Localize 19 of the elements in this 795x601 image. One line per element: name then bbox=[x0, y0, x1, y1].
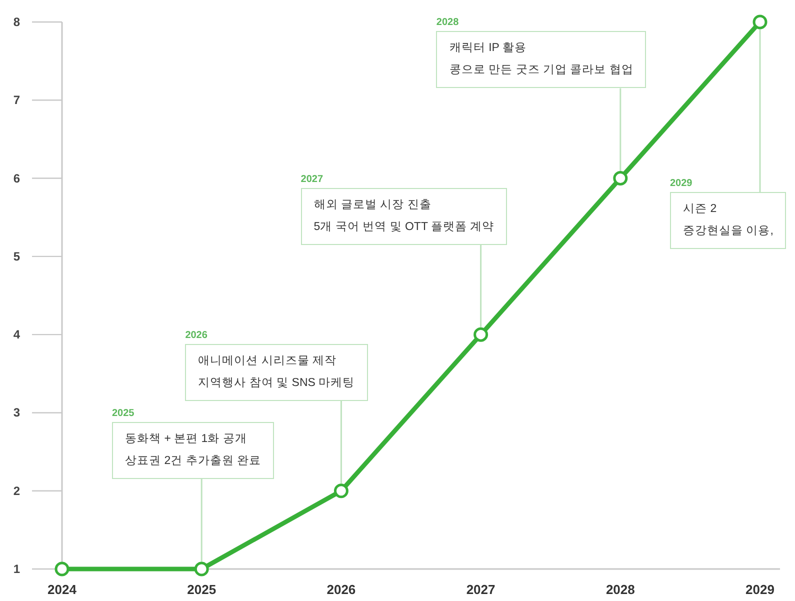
x-tick-label: 2025 bbox=[187, 582, 216, 597]
x-tick-label: 2029 bbox=[746, 582, 774, 597]
y-tick-label: 7 bbox=[13, 93, 20, 108]
y-tick-label: 2 bbox=[13, 484, 20, 498]
y-tick-label: 8 bbox=[13, 15, 20, 29]
annotation: 애니메이션 시리즈물 제작 지역행사 참여 및 SNS 마케팅 bbox=[185, 344, 368, 401]
y-tick-label: 5 bbox=[13, 249, 20, 264]
x-tick-label: 2027 bbox=[466, 582, 496, 597]
x-tick-label: 2026 bbox=[326, 582, 356, 597]
annotation: 시즌 2 증강현실을 이용, bbox=[670, 192, 786, 249]
annotation: 캐릭터 IP 활용 콩으로 만든 굿즈 기업 콜라보 협업 bbox=[436, 31, 646, 88]
y-tick-label: 1 bbox=[13, 562, 20, 576]
annotation: 해외 글로벌 시장 진출 5개 국어 번역 및 OTT 플랫폼 계약 bbox=[300, 188, 508, 245]
y-tick-label: 3 bbox=[13, 406, 20, 420]
y-tick-label: 4 bbox=[13, 328, 20, 342]
x-tick-label: 2028 bbox=[606, 582, 635, 597]
x-tick-label: 2024 bbox=[48, 582, 78, 597]
annotation: 동화책 + 본편 1화 공개 상표권 2건 추가출원 완료 bbox=[112, 422, 274, 479]
y-tick-label: 6 bbox=[13, 171, 20, 186]
